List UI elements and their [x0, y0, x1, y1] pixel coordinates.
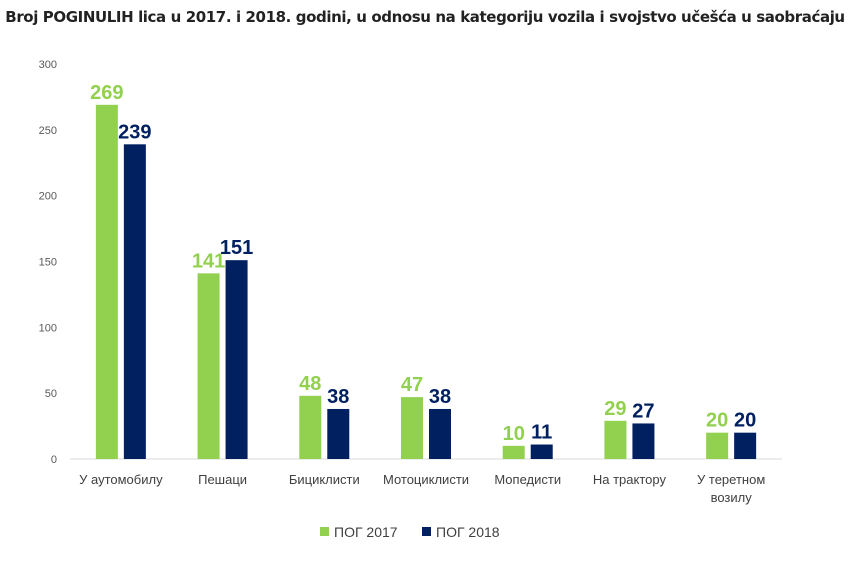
y-tick-label: 200 — [39, 191, 57, 203]
bar — [225, 260, 248, 459]
x-tick-label: На трактору — [593, 472, 667, 487]
data-label: 20 — [706, 410, 728, 432]
data-label: 27 — [632, 400, 654, 422]
bar — [327, 408, 350, 459]
legend-label: ПОГ 2017 — [334, 524, 398, 540]
chart-title: Broj POGINULIH lica u 2017. i 2018. godi… — [5, 8, 845, 26]
x-tick-label: У теретном — [697, 472, 765, 487]
bar — [401, 397, 423, 459]
data-label: 38 — [429, 386, 451, 408]
legend-swatch — [320, 527, 329, 536]
bar — [299, 395, 322, 459]
data-label: 141 — [192, 250, 225, 272]
data-label: 38 — [327, 386, 349, 408]
y-tick-label: 150 — [39, 257, 57, 269]
data-label: 11 — [531, 422, 552, 444]
bar — [706, 432, 729, 459]
data-label: 47 — [401, 374, 423, 396]
x-tick-label: Мопедисти — [494, 472, 561, 487]
legend-swatch — [422, 527, 431, 536]
data-label: 269 — [90, 82, 123, 104]
data-label: 20 — [734, 410, 756, 432]
x-tick-label: Пешаци — [198, 472, 247, 487]
bar — [95, 104, 118, 460]
data-label: 239 — [118, 121, 151, 143]
y-tick-label: 100 — [39, 322, 57, 334]
y-tick-label: 250 — [39, 125, 57, 137]
bar — [197, 273, 220, 459]
x-tick-label: Бициклисти — [289, 472, 360, 487]
data-label: 29 — [604, 398, 626, 420]
y-tick-label: 0 — [51, 454, 57, 466]
x-tick-label: возилу — [711, 490, 753, 505]
bar — [123, 144, 146, 460]
y-tick-label: 300 — [39, 59, 57, 71]
y-tick-label: 50 — [45, 388, 57, 400]
data-label: 10 — [503, 423, 525, 445]
bar — [734, 432, 757, 459]
data-label: 151 — [220, 237, 253, 259]
data-label: 48 — [299, 373, 321, 395]
x-tick-label: У аутомобилу — [79, 472, 163, 487]
bar — [530, 444, 553, 459]
bar — [604, 420, 627, 459]
bar — [429, 408, 451, 459]
x-tick-label: Мотоциклисти — [383, 472, 469, 487]
legend-label: ПОГ 2018 — [436, 524, 500, 540]
bar — [502, 445, 525, 459]
bar — [632, 423, 655, 459]
